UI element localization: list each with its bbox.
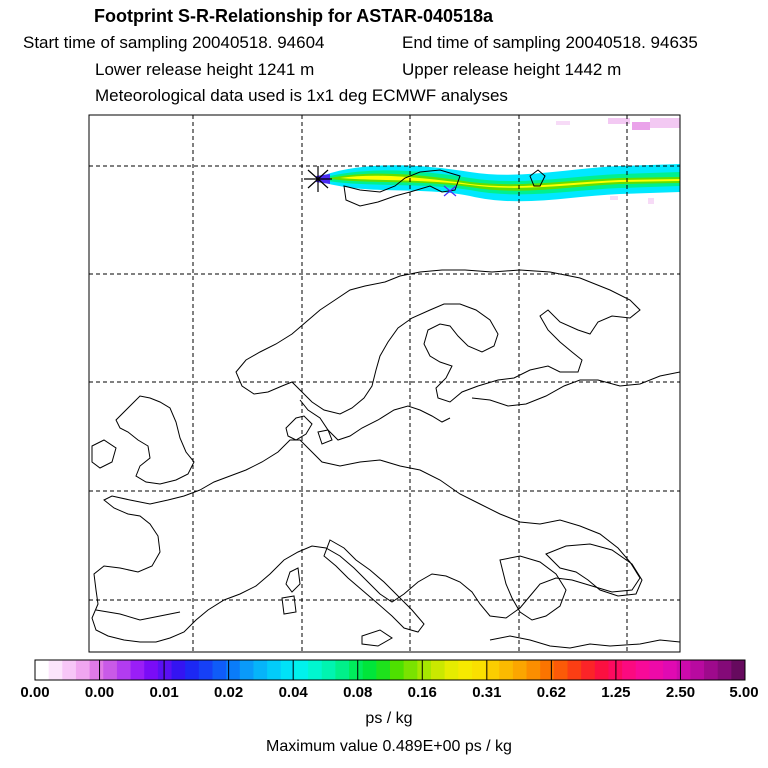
colorbar-tick-label: 2.50	[665, 684, 696, 701]
colorbar-swatch	[540, 660, 555, 680]
colorbar-swatch	[704, 660, 719, 680]
colorbar-swatch	[75, 660, 91, 680]
colorbar-swatch	[635, 660, 650, 680]
colorbar-swatch	[185, 660, 200, 680]
colorbar-swatch	[226, 660, 241, 680]
colorbar-tick-label: 0.62	[536, 684, 566, 701]
colorbar-swatch	[157, 660, 173, 680]
colorbar-swatch	[280, 660, 295, 680]
maximum-value-label: Maximum value 0.489E+00 ps / kg	[266, 738, 512, 755]
colorbar-tick-label: 0.31	[472, 684, 502, 701]
colorbar-swatch	[471, 660, 487, 680]
colorbar-swatch	[553, 660, 568, 680]
release-site-icon	[304, 166, 332, 192]
colorbar-swatch	[35, 660, 50, 680]
start-time-label: Start time of sampling 20040518. 94604	[23, 33, 325, 52]
colorbar-swatch	[335, 660, 350, 680]
colorbar-swatch	[499, 660, 514, 680]
colorbar-swatch	[171, 660, 186, 680]
colorbar-swatch	[103, 660, 118, 680]
colorbar-swatch	[594, 660, 609, 680]
colorbar-swatch	[376, 660, 391, 680]
colorbar-swatch	[198, 660, 213, 680]
colorbar-swatch	[403, 660, 418, 680]
colorbar-unit: ps / kg	[365, 710, 413, 727]
colorbar-tick-label: 0.00	[84, 684, 115, 701]
colorbar-swatch	[676, 660, 691, 680]
lower-height-label: Lower release height 1241 m	[95, 60, 315, 79]
colorbar-swatch	[144, 660, 159, 680]
colorbar-swatch	[89, 660, 104, 680]
meteo-data-label: Meteorological data used is 1x1 deg ECMW…	[95, 86, 508, 105]
colorbar	[34, 659, 746, 681]
map-area	[89, 115, 680, 652]
colorbar-swatch	[349, 660, 364, 680]
colorbar-swatch	[526, 660, 541, 680]
colorbar-swatch	[690, 660, 705, 680]
colorbar-tick-label: 5.00	[729, 684, 759, 701]
colorbar-swatch	[731, 660, 746, 680]
plot-title: Footprint S-R-Relationship for ASTAR-040…	[94, 6, 494, 26]
colorbar-swatch	[62, 660, 77, 680]
colorbar-swatch	[512, 660, 528, 680]
graticule	[89, 115, 680, 652]
colorbar-swatch	[567, 660, 582, 680]
colorbar-swatch	[717, 660, 732, 680]
coastlines	[91, 169, 680, 649]
upper-height-label: Upper release height 1442 m	[402, 60, 622, 79]
colorbar-tick-label: 0.16	[407, 684, 437, 701]
receptor-marker-icon	[443, 185, 457, 197]
colorbar-swatch	[430, 660, 446, 680]
colorbar-swatch	[417, 660, 432, 680]
colorbar-swatch	[622, 660, 637, 680]
colorbar-border	[34, 659, 746, 681]
colorbar-tick-label: 0.04	[278, 684, 308, 701]
end-time-label: End time of sampling 20040518. 94635	[402, 33, 698, 52]
colorbar-swatch	[362, 660, 377, 680]
colorbar-swatch	[308, 660, 323, 680]
colorbar-tick-label: 1.25	[601, 684, 631, 701]
colorbar-swatch	[267, 660, 282, 680]
colorbar-swatch	[485, 660, 500, 680]
colorbar-swatch	[130, 660, 145, 680]
colorbar-swatch	[581, 660, 596, 680]
colorbar-swatch	[294, 660, 309, 680]
colorbar-swatch	[116, 660, 132, 680]
colorbar-swatch	[663, 660, 678, 680]
colorbar-swatch	[48, 660, 63, 680]
plume	[316, 164, 680, 202]
colorbar-swatch	[444, 660, 459, 680]
colorbar-swatch	[239, 660, 254, 680]
colorbar-tick-label: 0.08	[343, 684, 373, 701]
map-frame	[88, 114, 681, 653]
colorbar-swatch	[649, 660, 664, 680]
sparse-footprint	[556, 118, 680, 204]
colorbar-swatch	[321, 660, 336, 680]
colorbar-swatch	[458, 660, 473, 680]
colorbar-tick-label: 0.01	[149, 684, 179, 701]
colorbar-swatch	[212, 660, 227, 680]
colorbar-swatch	[253, 660, 268, 680]
colorbar-swatch	[390, 660, 405, 680]
colorbar-tick-label: 0.00	[20, 684, 50, 701]
colorbar-tick-label: 0.02	[214, 684, 244, 701]
